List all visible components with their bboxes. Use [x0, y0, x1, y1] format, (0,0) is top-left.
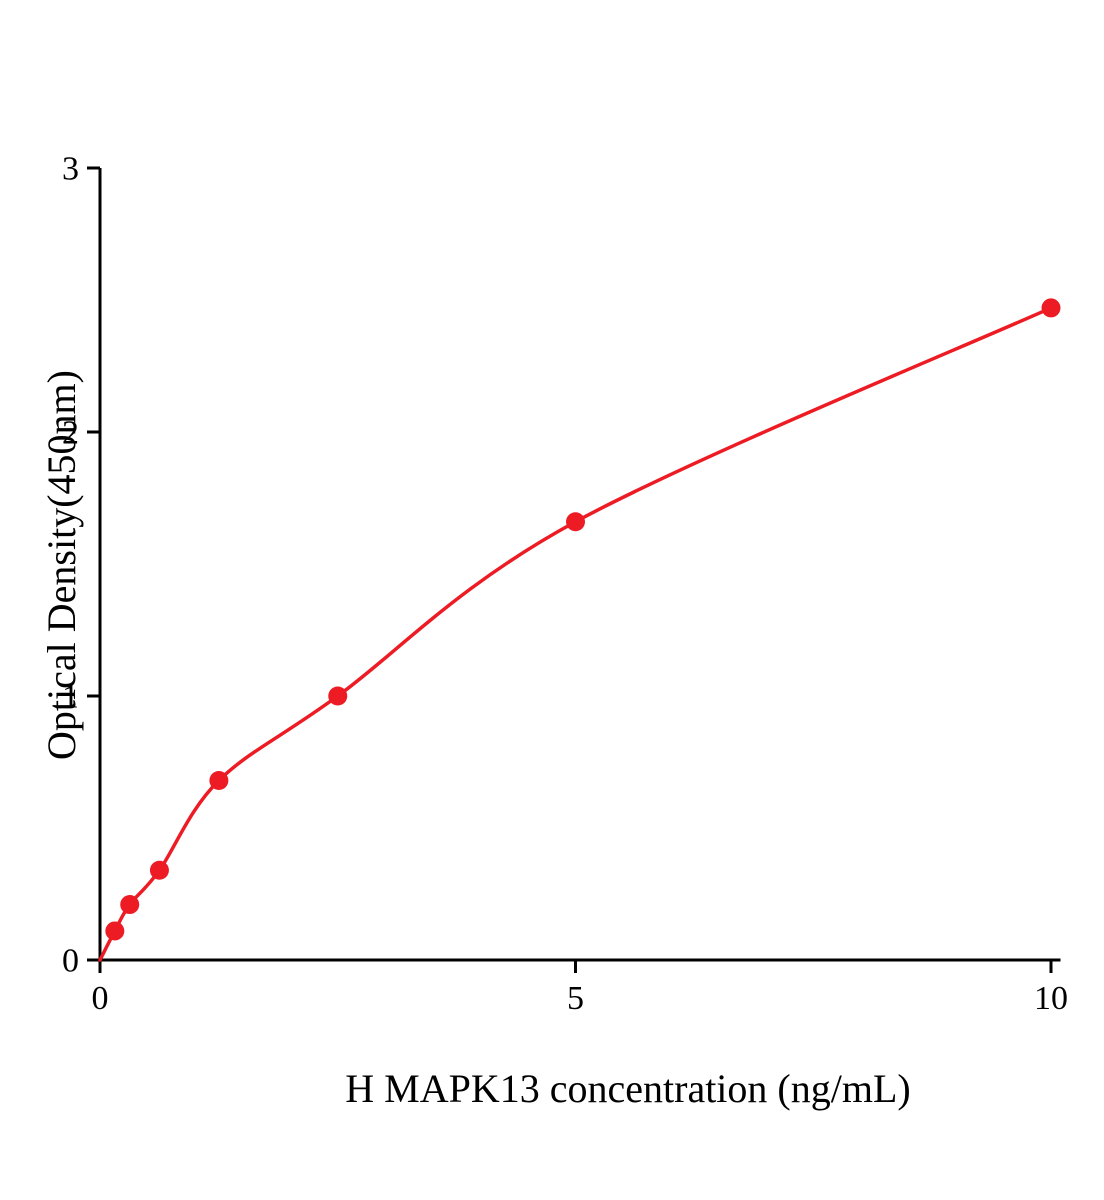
y-tick-label: 1 [62, 679, 79, 716]
data-point [1041, 298, 1061, 318]
x-tick-label: 5 [567, 980, 584, 1017]
y-axis-label: Optical Density(450nm) [39, 370, 84, 760]
data-point [120, 895, 140, 915]
y-tick-label: 2 [62, 415, 79, 452]
data-point [328, 686, 348, 706]
data-point [105, 921, 125, 941]
data-point [566, 512, 585, 532]
y-tick-label: 3 [62, 151, 79, 188]
x-tick-label: 10 [1034, 980, 1068, 1017]
fit-curve [98, 306, 1053, 962]
y-tick-label: 0 [62, 943, 79, 980]
x-axis-label: H MAPK13 concentration (ng/mL) [345, 1066, 911, 1111]
data-point [149, 860, 169, 880]
x-tick-label: 0 [92, 980, 109, 1017]
data-point [209, 770, 229, 790]
